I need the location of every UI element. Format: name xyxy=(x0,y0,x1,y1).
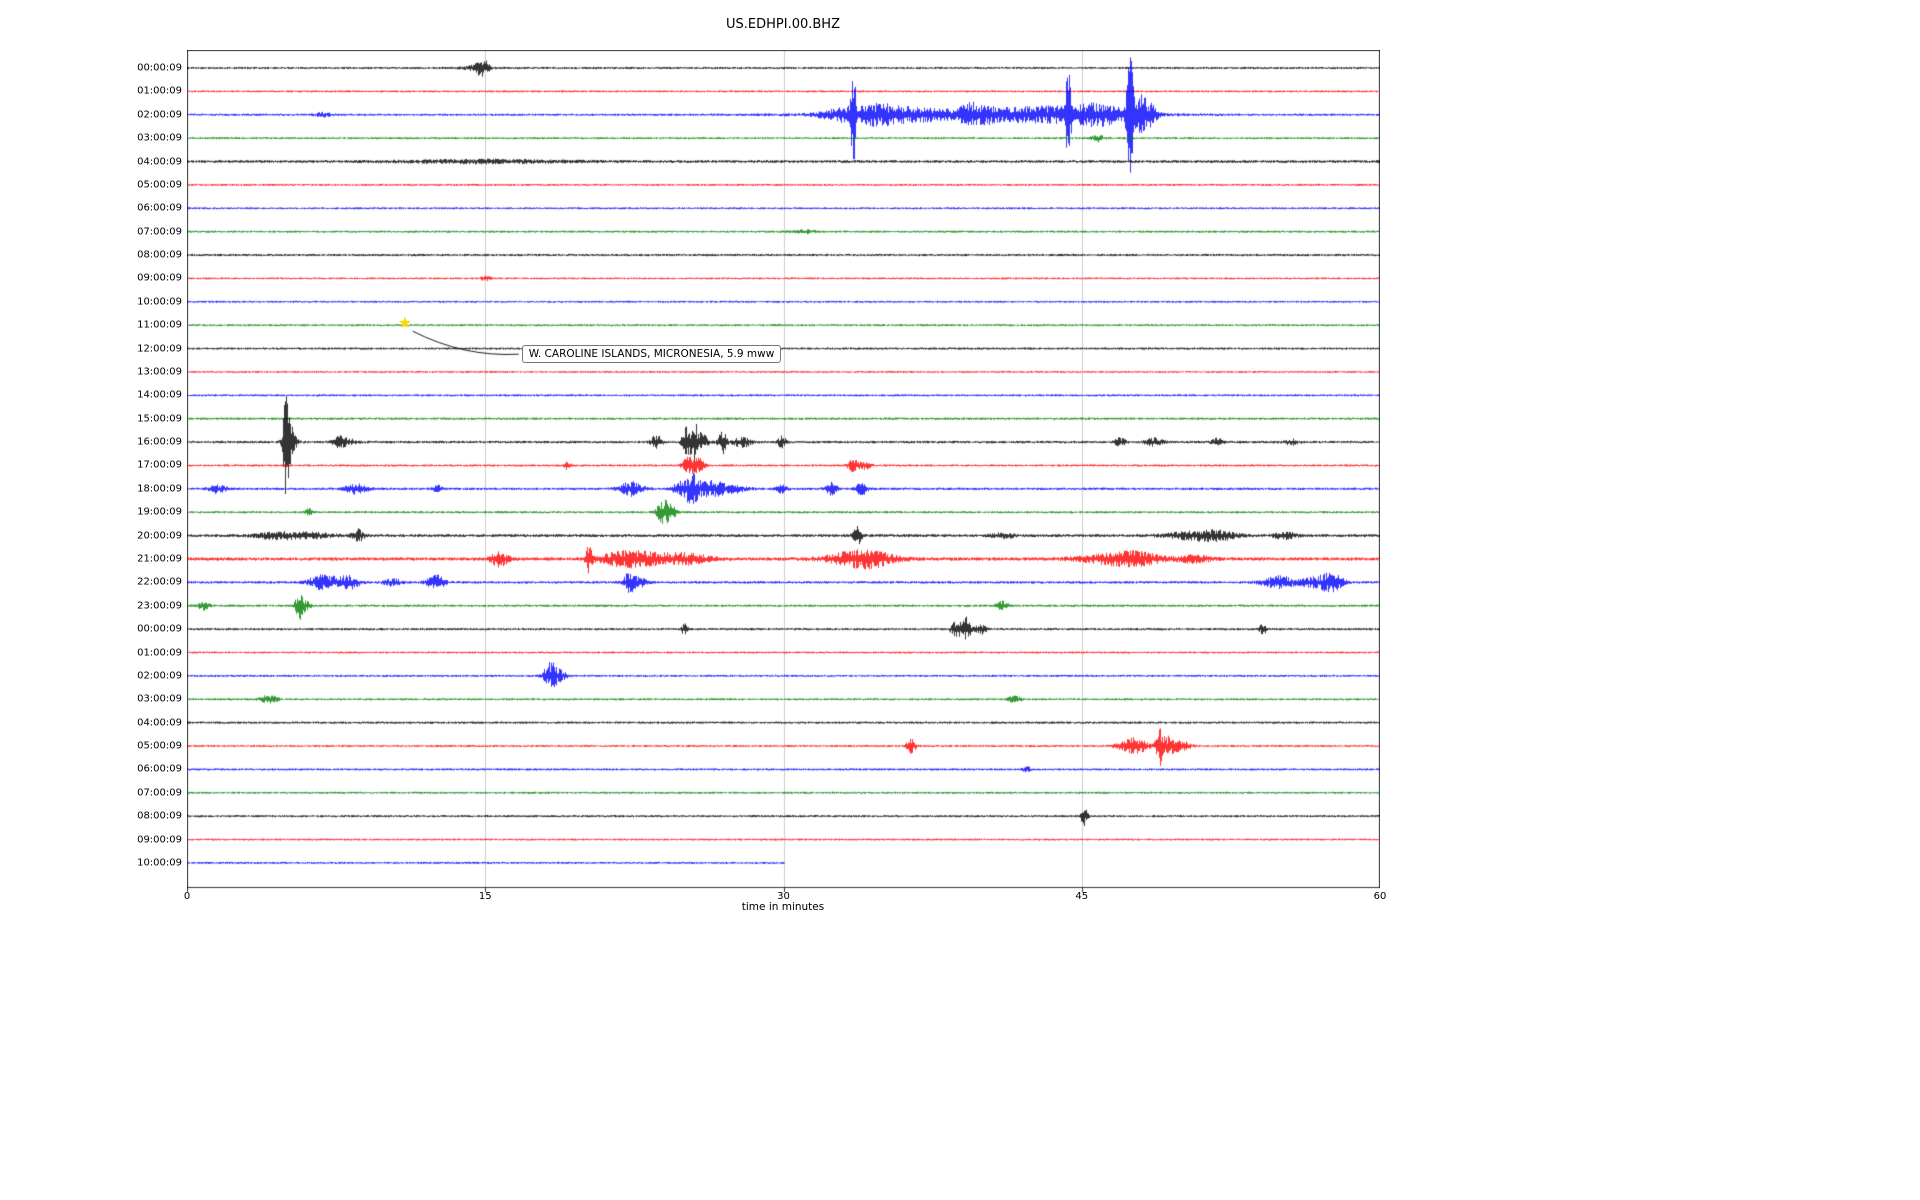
row-label: 13:00:09 xyxy=(137,366,182,378)
row-label: 22:00:09 xyxy=(137,576,182,588)
row-label: 19:00:09 xyxy=(137,506,182,518)
row-label: 09:00:09 xyxy=(137,272,182,284)
x-tick-label: 15 xyxy=(478,891,492,902)
event-star-icon: ★ xyxy=(397,313,413,333)
row-label: 07:00:09 xyxy=(137,787,182,799)
row-label: 00:00:09 xyxy=(137,623,182,635)
row-label: 09:00:09 xyxy=(137,834,182,846)
row-label: 17:00:09 xyxy=(137,459,182,471)
row-label: 10:00:09 xyxy=(137,296,182,308)
row-label: 05:00:09 xyxy=(137,179,182,191)
row-label: 06:00:09 xyxy=(137,763,182,775)
row-label: 02:00:09 xyxy=(137,670,182,682)
plot-title: US.EDHPI.00.BHZ xyxy=(726,17,840,32)
x-axis-label: time in minutes xyxy=(741,901,825,913)
event-annotation-label: W. CAROLINE ISLANDS, MICRONESIA, 5.9 mww xyxy=(521,345,782,364)
x-tick-label: 60 xyxy=(1373,891,1387,902)
row-label: 15:00:09 xyxy=(137,413,182,425)
row-label: 12:00:09 xyxy=(137,343,182,355)
seismogram-canvas xyxy=(187,50,1380,896)
row-label: 04:00:09 xyxy=(137,156,182,168)
x-tick-label: 45 xyxy=(1075,891,1089,902)
row-label: 03:00:09 xyxy=(137,132,182,144)
row-label: 16:00:09 xyxy=(137,436,182,448)
row-label: 11:00:09 xyxy=(137,319,182,331)
row-label: 01:00:09 xyxy=(137,647,182,658)
row-label: 04:00:09 xyxy=(137,717,182,729)
row-label: 21:00:09 xyxy=(137,553,182,565)
row-label: 01:00:09 xyxy=(137,85,182,97)
row-label: 08:00:09 xyxy=(137,249,182,261)
row-label: 02:00:09 xyxy=(137,109,182,121)
row-label: 14:00:09 xyxy=(137,389,182,401)
row-label: 07:00:09 xyxy=(137,226,182,238)
row-label: 23:00:09 xyxy=(137,600,182,612)
row-label: 20:00:09 xyxy=(137,530,182,542)
row-label: 05:00:09 xyxy=(137,740,182,752)
row-label: 08:00:09 xyxy=(137,810,182,822)
row-label: 18:00:09 xyxy=(137,483,182,495)
row-label: 03:00:09 xyxy=(137,693,182,705)
row-label: 06:00:09 xyxy=(137,202,182,214)
x-tick-label: 0 xyxy=(183,891,191,902)
row-label: 00:00:09 xyxy=(137,62,182,74)
x-tick-label: 30 xyxy=(777,891,790,902)
row-label: 10:00:09 xyxy=(137,857,182,869)
